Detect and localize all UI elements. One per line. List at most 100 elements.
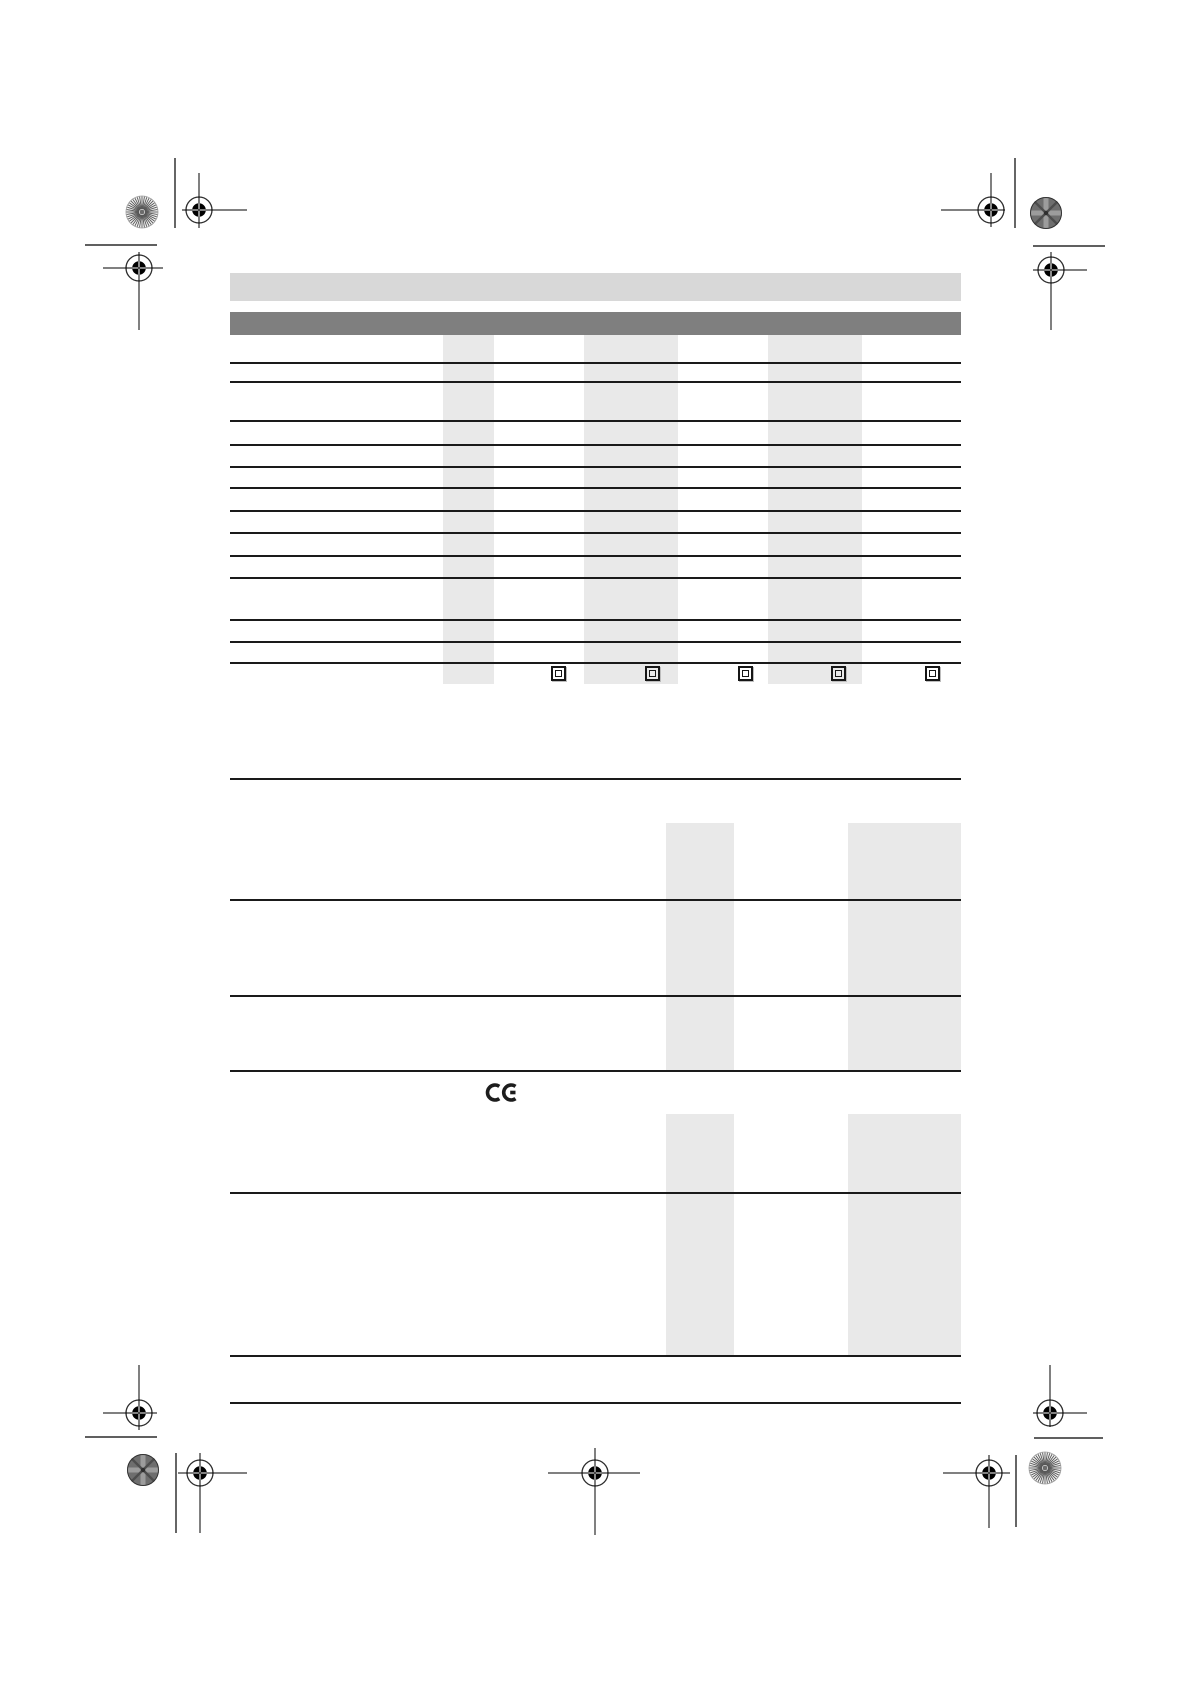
ray — [127, 212, 140, 220]
ray — [127, 212, 140, 218]
ray — [1046, 1456, 1057, 1467]
ray — [1047, 1458, 1058, 1467]
column-highlight — [768, 335, 862, 684]
ray — [143, 214, 152, 225]
table-rule — [230, 1192, 961, 1194]
ray — [1039, 1453, 1045, 1466]
inner-square — [554, 670, 562, 677]
table-rule — [230, 466, 961, 468]
ray — [144, 212, 157, 220]
sunburst-patch-icon — [1028, 1451, 1062, 1485]
ray — [1030, 1468, 1043, 1474]
ray — [139, 196, 142, 210]
registration-mark — [548, 1448, 640, 1535]
ray — [132, 214, 141, 225]
table-rule — [230, 619, 961, 621]
ray — [144, 212, 158, 215]
ray — [142, 196, 145, 210]
ray — [139, 214, 142, 228]
ce-letter-c — [485, 1083, 501, 1102]
ray — [1047, 1465, 1061, 1468]
double-insulation-icon — [644, 666, 660, 681]
ray — [127, 206, 140, 212]
ray — [1046, 1469, 1057, 1480]
double-insulation-icon — [830, 666, 846, 681]
inner-square — [648, 670, 656, 677]
ray — [136, 214, 142, 227]
ray — [134, 197, 142, 210]
registration-mark — [1033, 1365, 1087, 1427]
ray — [142, 214, 145, 228]
ray — [1046, 1470, 1055, 1481]
table-rule — [230, 420, 961, 422]
ray — [130, 213, 141, 224]
column-highlight — [666, 1114, 734, 1355]
registration-mark — [1033, 252, 1087, 330]
ray — [127, 204, 140, 212]
ray — [1030, 1460, 1043, 1468]
table-rule — [230, 899, 961, 901]
table-rule — [230, 577, 961, 579]
double-insulation-icon — [924, 666, 940, 681]
patch-ring — [127, 1454, 159, 1486]
ray — [1029, 1465, 1043, 1468]
patch-ring — [1030, 197, 1062, 229]
ray — [1029, 1468, 1043, 1471]
ray — [129, 213, 140, 222]
ray — [1045, 1470, 1053, 1483]
ray — [144, 202, 155, 211]
ray — [1045, 1453, 1051, 1466]
ce-mark — [485, 1083, 517, 1102]
column-highlight — [443, 335, 494, 684]
ray — [1042, 1452, 1045, 1466]
table-rule — [230, 381, 961, 383]
ray — [142, 214, 148, 227]
table-rule — [230, 641, 961, 643]
ray — [1037, 1470, 1045, 1483]
registration-mark — [943, 1455, 1010, 1528]
table-rule — [230, 1070, 961, 1072]
inner-square — [928, 670, 936, 677]
ce-letter-e — [501, 1083, 517, 1102]
ray — [1045, 1452, 1048, 1466]
table-rule — [230, 1355, 961, 1357]
ray — [1032, 1458, 1043, 1467]
patch-center — [140, 1467, 146, 1473]
registration-mark — [182, 173, 247, 228]
table-rule — [230, 362, 961, 364]
table-rule — [230, 778, 961, 780]
table-rule — [230, 662, 961, 664]
ray — [1047, 1462, 1060, 1468]
ray — [144, 204, 157, 212]
ray — [143, 213, 154, 224]
ray — [142, 197, 148, 210]
ray — [1045, 1470, 1048, 1484]
ray — [1033, 1469, 1044, 1480]
ray — [136, 197, 142, 210]
table-rule — [230, 444, 961, 446]
ray — [126, 212, 140, 215]
ray — [143, 199, 152, 210]
ray — [134, 214, 142, 227]
patch-center — [139, 209, 145, 215]
ray — [1033, 1456, 1044, 1467]
ray — [1032, 1469, 1043, 1478]
ray — [144, 206, 157, 212]
ray — [1045, 1453, 1053, 1466]
ray — [1045, 1470, 1051, 1483]
ray — [1047, 1468, 1060, 1476]
ray — [126, 209, 140, 212]
column-highlight — [848, 823, 961, 1070]
column-highlight — [848, 1114, 961, 1355]
ray — [142, 214, 150, 227]
registration-mark — [103, 1365, 157, 1430]
registration-mark — [103, 252, 163, 330]
patch-center — [1042, 1465, 1048, 1471]
table-rule — [230, 995, 961, 997]
ray — [132, 199, 141, 210]
inner-square — [741, 670, 749, 677]
ray — [1035, 1455, 1044, 1466]
